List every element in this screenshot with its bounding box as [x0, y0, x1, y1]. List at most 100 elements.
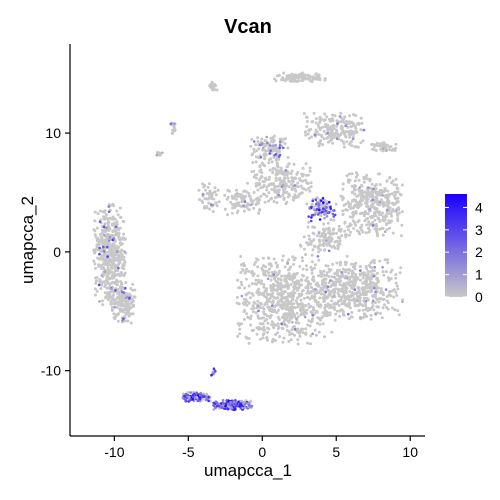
data-point — [120, 299, 123, 302]
data-point — [335, 125, 338, 128]
data-point — [243, 210, 246, 213]
data-point — [226, 198, 229, 201]
data-point — [253, 150, 256, 153]
data-point — [214, 190, 217, 193]
data-point — [309, 170, 312, 173]
data-point — [342, 182, 345, 185]
data-point — [262, 163, 265, 166]
data-point — [248, 208, 251, 211]
data-point — [400, 224, 403, 227]
data-point — [364, 303, 367, 306]
data-point — [394, 143, 397, 146]
data-point — [365, 217, 368, 220]
data-point — [101, 256, 104, 259]
data-point — [332, 213, 335, 216]
data-point — [289, 314, 292, 317]
data-point — [371, 199, 374, 202]
data-point — [271, 160, 274, 163]
data-point — [288, 321, 291, 324]
data-point — [351, 281, 354, 284]
data-point — [284, 323, 287, 326]
data-point — [134, 296, 137, 299]
data-point — [396, 309, 399, 312]
data-point — [363, 178, 366, 181]
data-point — [324, 79, 327, 82]
data-point — [184, 398, 187, 401]
data-point — [282, 198, 285, 201]
data-point — [323, 137, 326, 140]
data-point — [323, 248, 326, 251]
data-point — [275, 79, 278, 82]
x-tick-label: 5 — [332, 444, 340, 460]
data-point — [295, 317, 298, 320]
data-point — [374, 301, 377, 304]
data-point — [373, 275, 376, 278]
data-point — [307, 187, 310, 190]
data-point — [319, 270, 322, 273]
data-point — [202, 186, 205, 189]
data-point — [353, 284, 356, 287]
data-point — [253, 191, 256, 194]
data-point — [359, 279, 362, 282]
data-point — [258, 208, 261, 211]
data-point — [215, 193, 218, 196]
data-point — [103, 218, 106, 221]
data-point — [273, 296, 276, 299]
data-point — [246, 402, 249, 405]
data-point — [311, 314, 314, 317]
data-point — [353, 212, 356, 215]
data-point — [339, 310, 342, 313]
data-point — [269, 308, 272, 311]
data-point — [276, 281, 279, 284]
data-point — [300, 293, 303, 296]
data-point — [97, 212, 100, 215]
data-point — [249, 145, 252, 148]
data-point — [398, 313, 401, 316]
data-point — [332, 127, 335, 130]
data-point — [263, 152, 266, 155]
data-point — [312, 275, 315, 278]
data-point — [277, 194, 280, 197]
legend-tick-label: 3 — [475, 222, 483, 238]
data-point — [269, 316, 272, 319]
data-point — [276, 185, 279, 188]
data-point — [262, 257, 265, 260]
data-point — [276, 288, 279, 291]
data-point — [130, 301, 133, 304]
data-point — [301, 302, 304, 305]
data-point — [372, 215, 375, 218]
data-point — [267, 200, 270, 203]
data-point — [385, 150, 388, 153]
data-point — [307, 285, 310, 288]
data-point — [279, 138, 282, 141]
data-point — [376, 272, 379, 275]
data-point — [268, 268, 271, 271]
data-point — [392, 296, 395, 299]
data-point — [114, 315, 117, 318]
data-point — [360, 226, 363, 229]
data-point — [94, 211, 97, 214]
data-point — [378, 220, 381, 223]
data-point — [102, 215, 105, 218]
data-point — [386, 209, 389, 212]
data-point — [255, 311, 258, 314]
data-point — [371, 304, 374, 307]
data-point — [382, 293, 385, 296]
data-point — [318, 201, 321, 204]
data-point — [286, 262, 289, 265]
data-point — [312, 278, 315, 281]
data-point — [265, 195, 268, 198]
data-point — [370, 314, 373, 317]
data-point — [295, 283, 298, 286]
data-point — [104, 222, 107, 225]
data-point — [303, 309, 306, 312]
x-tick-label: 0 — [258, 444, 266, 460]
data-point — [282, 191, 285, 194]
data-point — [382, 149, 385, 152]
data-point — [321, 211, 324, 214]
data-point — [156, 154, 159, 157]
data-point — [352, 138, 355, 141]
data-point — [348, 143, 351, 146]
data-point — [259, 327, 262, 330]
data-point — [338, 304, 341, 307]
